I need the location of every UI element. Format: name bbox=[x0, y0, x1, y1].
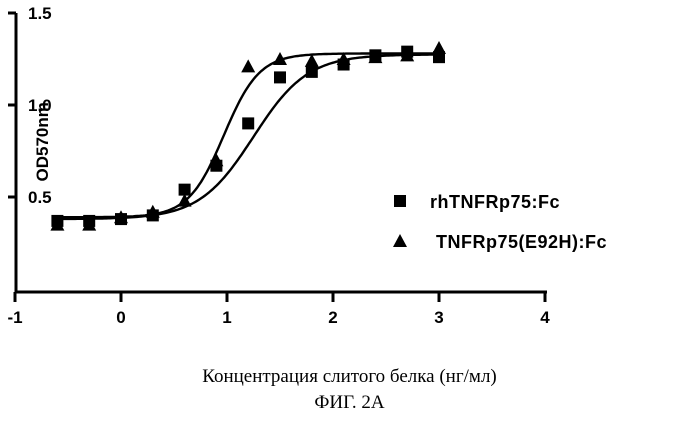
x-tick-label: 1 bbox=[222, 308, 231, 327]
fit-curve-2 bbox=[52, 54, 439, 218]
legend-label-1: rhTNFRp75:Fc bbox=[430, 192, 560, 212]
legend-label-2: TNFRp75(E92H):Fc bbox=[436, 232, 607, 252]
legend-marker-2 bbox=[393, 234, 407, 247]
x-tick-label: 2 bbox=[328, 308, 337, 327]
y-axis-title: OD570nm bbox=[33, 102, 52, 181]
x-tick-label: 0 bbox=[116, 308, 125, 327]
data-point-square bbox=[306, 66, 318, 78]
x-tick-label: 4 bbox=[540, 308, 550, 327]
data-point-triangle bbox=[209, 153, 223, 166]
x-tick-label: 3 bbox=[434, 308, 443, 327]
data-point-triangle bbox=[432, 41, 446, 54]
data-point-square bbox=[242, 117, 254, 129]
data-point-triangle bbox=[241, 59, 255, 72]
figure-caption: Концентрация слитого белка (нг/мл) bbox=[0, 366, 699, 388]
fit-curve-1 bbox=[52, 55, 439, 219]
figure-number: ФИГ. 2А bbox=[0, 392, 699, 414]
data-point-square bbox=[274, 71, 286, 83]
y-tick-label: 0.5 bbox=[28, 188, 52, 207]
legend-marker-1 bbox=[394, 195, 406, 207]
y-tick-label: 1.5 bbox=[28, 4, 52, 23]
x-tick-label: -1 bbox=[7, 308, 22, 327]
chart: -1012340.51.01.5OD570nmrhTNFRp75:FcTNFRp… bbox=[0, 0, 699, 360]
